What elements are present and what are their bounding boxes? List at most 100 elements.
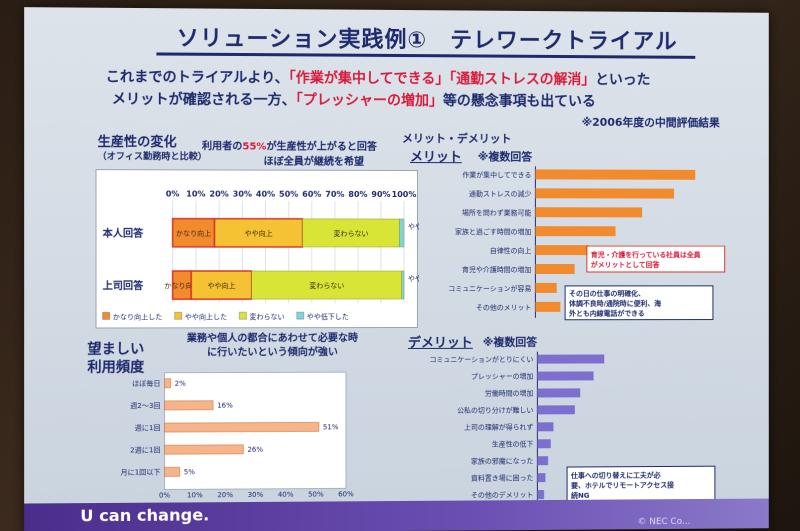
frequency-chart-panel: 0% 10% 20% 30% 40% 50% 60% ほぼ毎日 2% 週2～3回 16% 週に1回 51… [85, 362, 363, 504]
bar [537, 371, 593, 380]
bar [165, 422, 319, 432]
x-tick-label: 10% [187, 490, 203, 499]
x-tick-label: 80% [348, 190, 367, 199]
category-label: 場所を問わず業務可能 [462, 208, 531, 217]
category-label: 作業が集中してできる [462, 170, 531, 179]
bar [537, 439, 550, 448]
callout-text-line2: がメリットとして回答 [591, 260, 661, 269]
frequency-caption: 業務や個人の都合にあわせて必要な時に行いたいという傾向が強い [187, 332, 358, 360]
bar [535, 207, 642, 217]
segment-label: やや向上 [207, 281, 235, 290]
legend-label: やや向上した [185, 312, 227, 321]
category-label: その他のメリット [476, 303, 531, 312]
category-label: 育児や介護時間の増加 [462, 265, 531, 274]
legend-label: やや低下した [307, 312, 349, 321]
x-tick-label: 40% [256, 190, 275, 199]
callout-box-1: 育児・介護を行っている社員は全員がメリットとして回答 [587, 246, 725, 272]
callout-text-line2: 体調不良時/通院時に便利、海 [569, 299, 661, 308]
x-tick-label: 40% [278, 490, 294, 499]
frequency-chart: 0% 10% 20% 30% 40% 50% 60% ほぼ毎日 2% 週2～3回 16% 週に1回 51… [85, 362, 363, 504]
x-tick-label: 10% [186, 190, 205, 199]
segment-label: かなり向上 [176, 229, 211, 238]
legend-swatch [103, 312, 110, 319]
category-label: 上司回答 [103, 279, 145, 292]
bar [537, 473, 545, 482]
productivity-subheader: （オフィス勤務時と比較） [98, 149, 207, 162]
bar [537, 490, 544, 499]
x-tick-label: 20% [209, 190, 228, 199]
intro-line1-red1: 「作業が集中してできる」 [289, 70, 450, 87]
x-tick-label: 60% [338, 489, 354, 498]
bar [537, 405, 574, 414]
bar [165, 379, 171, 388]
bar [537, 456, 548, 465]
category-label: ほぼ毎日 [132, 379, 160, 388]
bar [537, 422, 553, 431]
category-label: 労働時間の増加 [485, 389, 534, 398]
intro-line2-red: 「プレッシャーの増加」 [296, 92, 443, 109]
merit-chart: 作業が集中してできる通勤ストレスの減少場所を問わず業務可能家族と過ごす時間の増加… [406, 162, 733, 322]
intro-line1-red2: 「通勤ストレスの解消」 [449, 71, 595, 88]
legend-label: 変わらない [249, 312, 284, 321]
segment-label: 変わらない [309, 281, 344, 290]
productivity-caption-b: が生産性が上がると回答 [266, 141, 376, 152]
callout-text-line1: その日の仕事の明確化、 [569, 289, 645, 298]
x-tick-label: 0% [159, 490, 171, 499]
bar [537, 354, 604, 363]
data-label: 2% [175, 379, 187, 388]
x-tick-label: 0% [166, 189, 180, 198]
bar [535, 226, 615, 236]
category-label: 本人回答 [103, 227, 145, 240]
merit-chart-panel: 作業が集中してできる 通勤ストレスの減少 場所を問わず業務可能 家族と過ごす時間の増加… [406, 162, 733, 322]
category-label: コミュニケーションがとりにくい [430, 355, 534, 364]
bar [535, 245, 588, 255]
x-tick-label: 30% [233, 190, 252, 199]
x-tick-label: 30% [248, 490, 264, 499]
x-tick-label: 50% [279, 190, 298, 199]
bar [535, 188, 674, 198]
callout-box-2: その日の仕事の明確化、体調不良時/通院時に便利、海外とも内線電話ができる [565, 286, 713, 320]
callout-text-line3: 外とも内線電話ができる [569, 309, 645, 318]
bar [535, 302, 560, 312]
segment-label: やや向上 [245, 229, 273, 238]
productivity-caption-pct: 55% [242, 141, 266, 152]
x-tick-label: 60% [302, 190, 321, 199]
data-label: 26% [247, 445, 263, 454]
callout-text-line3: 続NG [571, 491, 590, 500]
bar [537, 388, 580, 397]
category-label: 月に1回以下 [121, 467, 161, 476]
stacked-bar-segment [399, 219, 404, 247]
x-tick-label: 90% [371, 190, 390, 199]
callout-text-line1: 仕事への切り替えに工夫が必 [570, 471, 661, 480]
evaluation-note: ※2006年度の中間評価結果 [582, 114, 720, 130]
category-label: プレッシャーの増加 [471, 372, 533, 381]
stacked-bar-segment [402, 271, 404, 299]
productivity-chart: 0% 10% 20% 30% 40% 50% 60% 70% 80% 90% 100%本人回答 かなり… [97, 170, 419, 329]
data-label: 16% [217, 401, 233, 410]
bar [535, 264, 574, 274]
callout-box: 仕事への切り替えに工夫が必要、ホテルでリモートアクセス接続NG [567, 466, 715, 501]
productivity-caption-line2: ほぼ全員が継続を希望 [264, 153, 364, 168]
category-label: 家族と過ごす時間の増加 [455, 227, 531, 236]
category-label: 生産性の低下 [492, 439, 534, 448]
callout-text-line1: 育児・介護を行っている社員は全員 [591, 250, 702, 259]
category-label: コミュニケーションが容易 [448, 284, 531, 293]
bar [165, 401, 214, 410]
merit-header: メリット・デメリット [402, 130, 512, 146]
bar [535, 283, 556, 293]
x-tick-label: 50% [308, 490, 324, 499]
category-label: 週に1回 [135, 423, 161, 432]
productivity-caption-a: 利用者の [202, 141, 242, 152]
intro-line1-a: これまでのトライアルより、 [106, 69, 289, 86]
x-tick-label: 20% [217, 490, 233, 499]
category-label: 公私の切り分けが難しい [457, 406, 533, 415]
bar [165, 445, 244, 454]
category-label: 2週に1回 [130, 445, 160, 454]
bar [535, 169, 695, 179]
footer-slogan: U can change. [80, 505, 209, 525]
bar [165, 467, 180, 476]
demerit-chart: コミュニケーションがとりにくいプレッシャーの増加労働時間の増加公私の切り分けが難… [388, 347, 735, 508]
intro-line2-a: メリットが確認される一方、 [112, 92, 296, 109]
legend-swatch [297, 312, 304, 319]
legend-swatch [175, 312, 182, 319]
